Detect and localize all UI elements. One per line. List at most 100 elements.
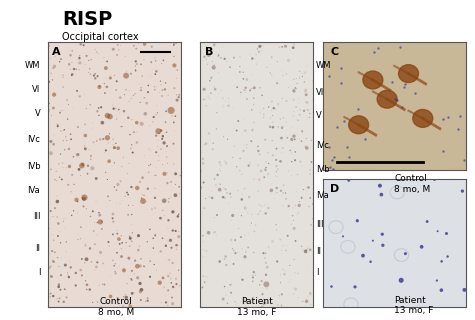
- Point: [221, 284, 228, 289]
- Point: [284, 251, 292, 256]
- Point: [121, 92, 128, 97]
- Point: [278, 193, 285, 198]
- Point: [61, 287, 68, 292]
- Point: [221, 259, 228, 264]
- Point: [258, 204, 266, 209]
- Text: A: A: [51, 47, 60, 57]
- Point: [78, 256, 86, 261]
- Point: [113, 228, 121, 233]
- Point: [56, 216, 64, 221]
- Point: [86, 246, 94, 251]
- Point: [130, 150, 137, 156]
- Point: [118, 254, 125, 259]
- Point: [141, 95, 148, 100]
- Point: [245, 245, 252, 250]
- Point: [125, 88, 133, 93]
- Point: [433, 278, 441, 283]
- Point: [46, 43, 53, 48]
- Point: [268, 99, 276, 104]
- Point: [200, 205, 208, 211]
- Point: [208, 75, 215, 80]
- Point: [93, 199, 100, 204]
- Point: [308, 159, 315, 164]
- Point: [149, 119, 157, 124]
- Point: [274, 259, 281, 264]
- Point: [261, 166, 269, 171]
- Point: [277, 159, 285, 164]
- Point: [98, 227, 106, 232]
- Point: [289, 45, 297, 50]
- Point: [128, 117, 135, 122]
- Point: [101, 282, 108, 287]
- Point: [98, 219, 106, 224]
- Point: [259, 291, 266, 296]
- Point: [150, 245, 157, 250]
- Point: [163, 180, 171, 186]
- Point: [155, 131, 163, 136]
- Point: [202, 248, 210, 253]
- Point: [258, 292, 266, 297]
- Point: [124, 281, 131, 286]
- Point: [171, 63, 178, 68]
- Point: [68, 48, 76, 53]
- Text: Control
8 mo, M: Control 8 mo, M: [394, 174, 430, 194]
- Point: [224, 301, 231, 306]
- Point: [61, 225, 68, 230]
- Point: [266, 115, 274, 120]
- Point: [103, 76, 110, 81]
- Point: [67, 189, 75, 194]
- Point: [339, 234, 347, 239]
- Point: [177, 173, 184, 178]
- Point: [144, 90, 152, 95]
- Point: [286, 148, 294, 153]
- Point: [95, 210, 103, 215]
- Point: [282, 196, 289, 202]
- Point: [250, 95, 257, 100]
- Text: I: I: [38, 268, 40, 277]
- Point: [157, 216, 164, 221]
- Point: [219, 96, 227, 101]
- Point: [74, 124, 82, 130]
- Point: [250, 102, 257, 107]
- Point: [168, 280, 175, 285]
- Point: [141, 258, 149, 263]
- Point: [291, 39, 299, 44]
- Point: [267, 188, 275, 193]
- Point: [144, 296, 152, 301]
- Point: [292, 238, 299, 244]
- Point: [292, 149, 299, 155]
- Point: [260, 216, 268, 221]
- Point: [233, 85, 241, 90]
- Point: [305, 204, 313, 209]
- Point: [84, 171, 91, 176]
- Point: [72, 270, 80, 276]
- Point: [268, 73, 276, 78]
- Point: [247, 220, 255, 225]
- Point: [93, 264, 100, 269]
- Point: [231, 206, 238, 212]
- Point: [255, 189, 262, 194]
- Point: [106, 198, 114, 203]
- Point: [300, 71, 308, 76]
- Point: [304, 262, 312, 268]
- Point: [248, 72, 256, 77]
- Point: [65, 152, 73, 157]
- Point: [270, 106, 277, 111]
- Point: [85, 70, 93, 75]
- Point: [102, 170, 109, 175]
- Point: [217, 182, 224, 187]
- Point: [125, 203, 133, 208]
- Point: [243, 142, 251, 147]
- Point: [133, 154, 141, 159]
- Point: [114, 231, 121, 236]
- Point: [79, 162, 86, 167]
- Point: [112, 141, 120, 146]
- Point: [199, 156, 207, 162]
- Point: [59, 138, 67, 143]
- Point: [128, 212, 135, 217]
- Point: [91, 242, 99, 247]
- Point: [76, 236, 84, 241]
- Point: [66, 250, 74, 255]
- Point: [126, 132, 134, 137]
- Point: [112, 298, 119, 303]
